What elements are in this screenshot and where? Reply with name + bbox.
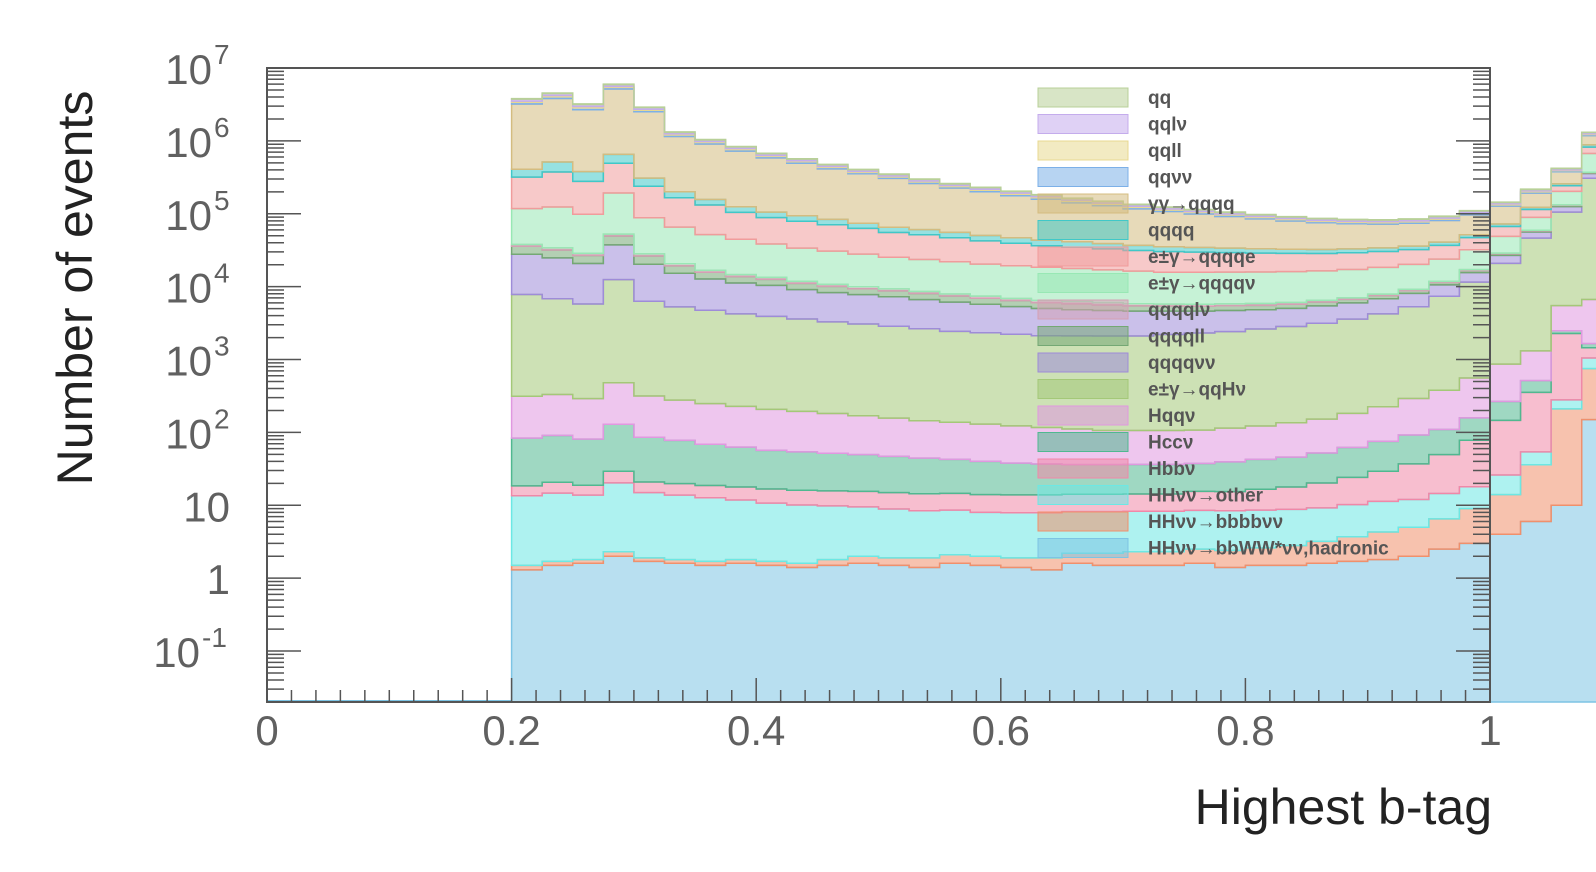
y-tick-label: 10 (165, 338, 212, 385)
legend-label: e±γ→qqHν (1148, 380, 1246, 401)
x-tick-label: 0.4 (727, 707, 785, 754)
legend: qqqqlνqqllqqννγγ→qqqqqqqqe±γ→qqqqee±γ→qq… (1037, 87, 1389, 560)
legend-swatch (1037, 432, 1129, 452)
legend-label: qqqq (1148, 221, 1194, 242)
legend-swatch (1037, 193, 1129, 214)
legend-label: Hbbν (1148, 459, 1196, 480)
legend-label: HHνν→other (1148, 486, 1264, 507)
legend-swatch (1037, 114, 1129, 134)
y-tick-exponent: 3 (214, 331, 230, 362)
legend-label: HHνν→bbbbνν (1148, 512, 1283, 533)
legend-swatch (1037, 220, 1129, 240)
y-tick-label: 10 (165, 410, 212, 457)
legend-label: qqlν (1148, 115, 1187, 136)
legend-swatch (1037, 299, 1129, 320)
y-tick-label: 1 (207, 556, 230, 603)
legend-label: γγ→qqqq (1148, 194, 1235, 215)
y-tick-exponent: 6 (214, 112, 230, 143)
y-tick-label: 10 (165, 119, 212, 166)
x-tick-label: 0.8 (1216, 707, 1274, 754)
y-tick-exponent: 7 (214, 39, 230, 70)
legend-swatch (1037, 379, 1129, 399)
y-tick-exponent: 5 (214, 185, 230, 216)
stack-layer-qq (510, 83, 1596, 221)
x-tick-label: 0.6 (972, 707, 1030, 754)
legend-label: Hccν (1148, 433, 1193, 454)
histogram-stack (267, 83, 1596, 703)
x-tick-labels: 0 0.2 0.4 0.6 0.8 1 (255, 707, 1501, 754)
legend-label: qqll (1148, 141, 1182, 162)
y-tick-label: 10 (183, 483, 230, 530)
legend-label: qqνν (1148, 168, 1192, 189)
legend-swatch (1037, 87, 1129, 108)
y-tick-label: 10 (153, 629, 200, 676)
legend-swatch (1037, 246, 1129, 267)
legend-swatch (1037, 405, 1129, 426)
legend-label: qqqqνν (1148, 353, 1216, 374)
y-axis-title: Number of events (47, 91, 103, 486)
legend-swatch (1037, 538, 1129, 558)
legend-swatch (1037, 273, 1129, 293)
legend-swatch (1037, 167, 1129, 187)
legend-swatch (1037, 326, 1129, 346)
legend-label: Hqqν (1148, 406, 1196, 427)
legend-label: HHνν→bbWW*νν,hadronic (1148, 539, 1389, 560)
legend-label: e±γ→qqqqν (1148, 274, 1256, 295)
y-tick-exponent: 2 (214, 403, 230, 434)
y-tick-label: 10 (165, 192, 212, 239)
legend-label: qqqqll (1148, 327, 1205, 348)
legend-label: qqqqlν (1148, 300, 1210, 321)
x-tick-label: 0 (255, 707, 278, 754)
x-axis-title: Highest b-tag (1195, 779, 1492, 835)
axis-ticks (266, 67, 1491, 703)
y-tick-label: 10 (165, 46, 212, 93)
y-tick-exponent: -1 (202, 622, 227, 653)
x-tick-label: 0.2 (482, 707, 540, 754)
y-tick-label: 10 (165, 265, 212, 312)
legend-swatch (1037, 485, 1129, 505)
legend-swatch (1037, 140, 1129, 161)
legend-swatch (1037, 511, 1129, 532)
legend-swatch (1037, 458, 1129, 479)
legend-label: qq (1148, 88, 1171, 109)
y-tick-exponent: 4 (214, 258, 230, 289)
legend-swatch (1037, 352, 1129, 373)
x-tick-label: 1 (1478, 707, 1501, 754)
legend-label: e±γ→qqqqe (1148, 247, 1256, 268)
